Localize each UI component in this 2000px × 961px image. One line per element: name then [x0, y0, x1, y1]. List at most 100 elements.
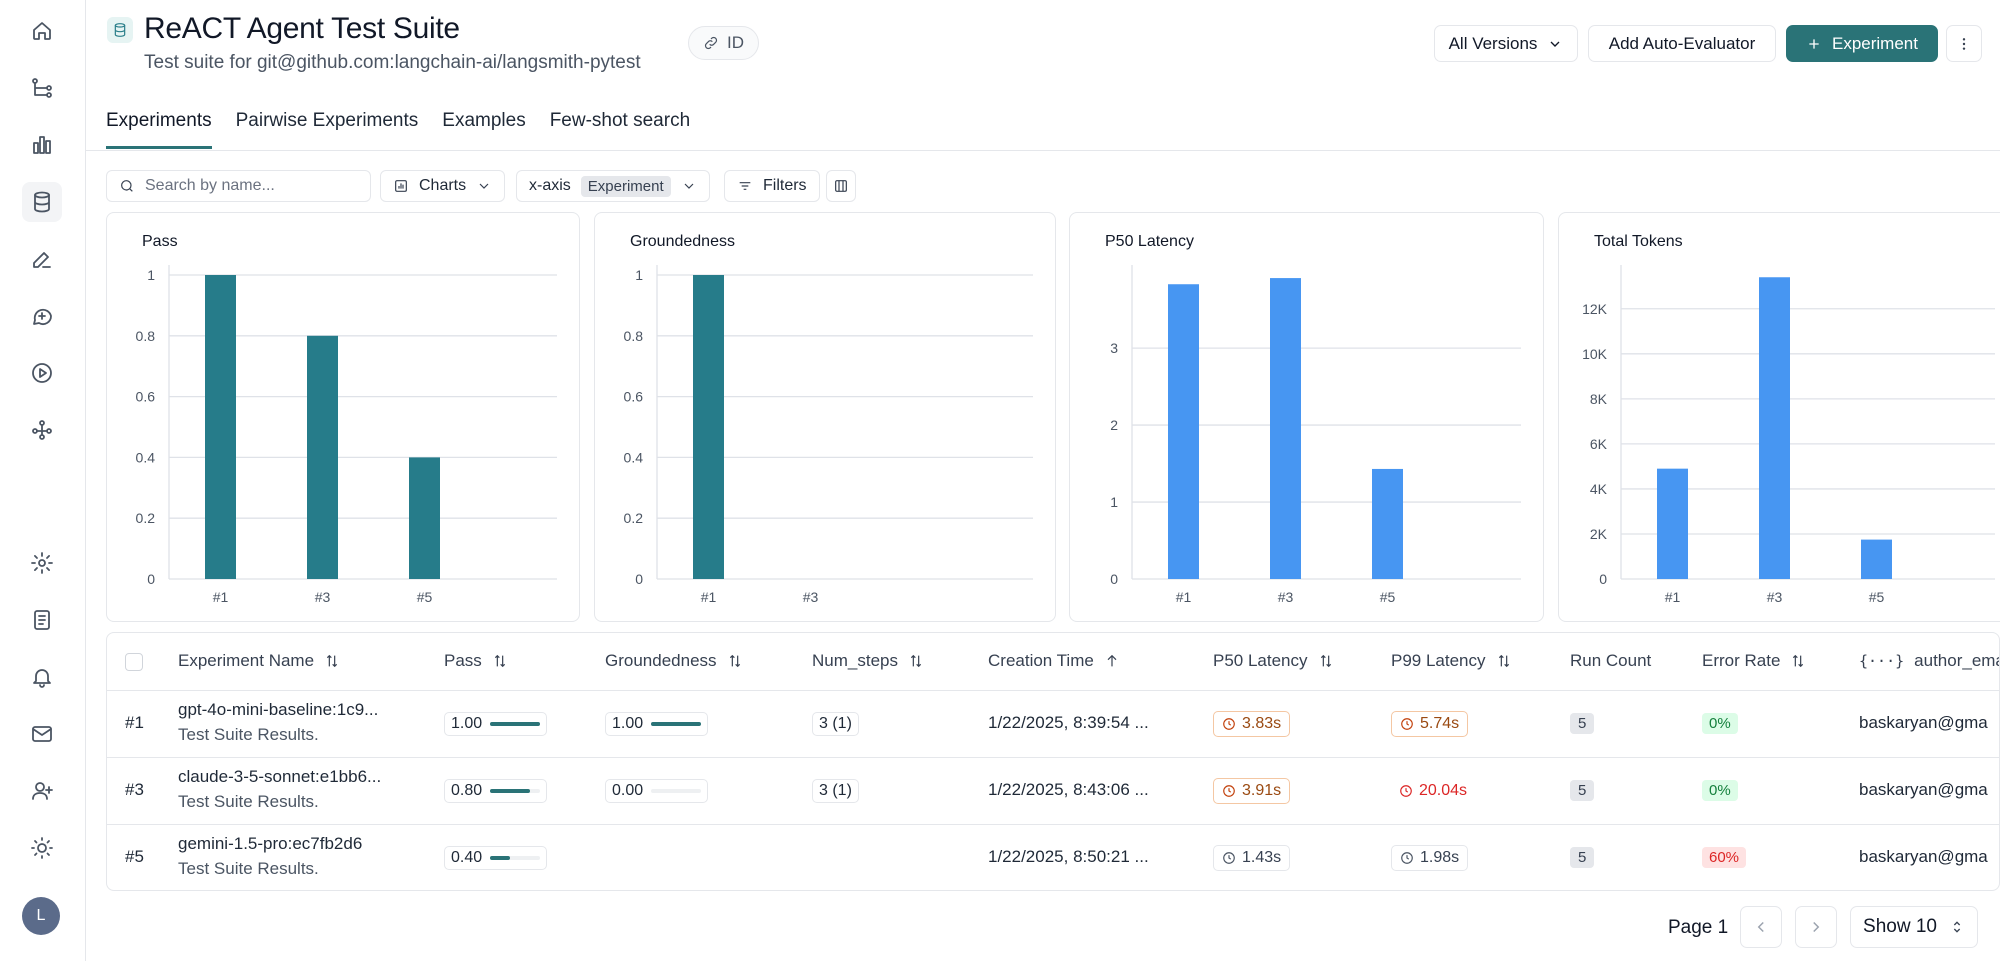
- col-author-email[interactable]: {···} author_ema: [1859, 651, 2000, 671]
- col-num-steps[interactable]: Num_steps: [812, 651, 924, 671]
- theme-icon[interactable]: [22, 828, 62, 868]
- chart-card-groundedness: 0 0.2 0.4 0.6 0.8 1 #1 #3 Groundedness: [594, 212, 1056, 622]
- deployments-icon[interactable]: [22, 410, 62, 450]
- next-page-button[interactable]: [1795, 906, 1837, 948]
- col-run-count[interactable]: Run Count: [1570, 651, 1651, 671]
- table-header-row: Experiment Name Pass Groundedness Num_st…: [107, 633, 2000, 691]
- tab-examples[interactable]: Examples: [442, 110, 526, 131]
- bar: [1657, 468, 1688, 579]
- run-count-badge: 5: [1570, 847, 1595, 868]
- page-title: ReACT Agent Test Suite: [144, 12, 460, 45]
- error-rate-badge: 0%: [1702, 780, 1738, 801]
- x-tick-label: #3: [315, 589, 331, 605]
- col-p99-latency-label: P99 Latency: [1391, 651, 1486, 670]
- columns-icon: [835, 180, 847, 192]
- col-experiment-name[interactable]: Experiment Name: [178, 651, 340, 671]
- p50-latency-badge: 1.43s: [1213, 845, 1291, 871]
- col-p99-latency[interactable]: P99 Latency: [1391, 651, 1512, 671]
- filters-label: Filters: [763, 177, 807, 194]
- experiment-name-link[interactable]: gemini-1.5-pro:ec7fb2d6: [178, 834, 363, 853]
- pass-bar: [490, 789, 541, 793]
- author-email: baskaryan@gma: [1859, 713, 1988, 732]
- more-options-button[interactable]: [1946, 25, 1982, 62]
- mail-icon[interactable]: [22, 714, 62, 754]
- col-p50-latency[interactable]: P50 Latency: [1213, 651, 1334, 671]
- datasets-icon[interactable]: [22, 182, 62, 222]
- y-tick-label: 0: [635, 571, 643, 587]
- y-tick-label: 0.4: [136, 449, 156, 465]
- bar: [1168, 284, 1199, 579]
- tab-experiments[interactable]: Experiments: [106, 110, 212, 149]
- y-tick-label: 8K: [1590, 391, 1608, 407]
- notifications-icon[interactable]: [22, 657, 62, 697]
- search-input[interactable]: [145, 177, 355, 195]
- clock-icon: [1223, 718, 1235, 730]
- pass-bar-fill: [490, 856, 511, 860]
- versions-select[interactable]: All Versions: [1434, 25, 1578, 62]
- add-auto-evaluator-button[interactable]: Add Auto-Evaluator: [1588, 25, 1776, 62]
- pass-chart: 0 0.2 0.4 0.6 0.8 1 #1 #3 #5: [136, 265, 557, 605]
- row-index: #1: [125, 713, 144, 732]
- tab-pairwise-experiments[interactable]: Pairwise Experiments: [235, 110, 419, 131]
- select-all-checkbox[interactable]: [125, 653, 143, 671]
- playground-icon[interactable]: [22, 353, 62, 393]
- col-groundedness[interactable]: Groundedness: [605, 651, 743, 671]
- filters-button[interactable]: Filters: [724, 170, 820, 202]
- clock-icon: [1223, 785, 1235, 797]
- table-row[interactable]: #5 gemini-1.5-pro:ec7fb2d6 Test Suite Re…: [107, 825, 1999, 890]
- error-rate-badge: 0%: [1702, 713, 1738, 734]
- copy-id-button[interactable]: ID: [688, 26, 759, 60]
- dashboards-icon[interactable]: [22, 125, 62, 165]
- table-row[interactable]: #1 gpt-4o-mini-baseline:1c9... Test Suit…: [107, 691, 1999, 758]
- col-author-email-label: author_ema: [1914, 651, 2000, 670]
- new-experiment-button[interactable]: Experiment: [1786, 25, 1938, 62]
- new-experiment-label: Experiment: [1832, 33, 1918, 53]
- col-pass[interactable]: Pass: [444, 651, 508, 671]
- error-rate-badge: 60%: [1702, 847, 1747, 868]
- row-index: #3: [125, 780, 144, 799]
- page-size-select[interactable]: Show 10: [1850, 906, 1978, 948]
- invite-user-icon[interactable]: [22, 771, 62, 811]
- bar: [1270, 278, 1301, 579]
- groundedness-bar: [651, 789, 702, 793]
- x-tick-label: #5: [417, 589, 433, 605]
- col-num-steps-label: Num_steps: [812, 651, 898, 670]
- y-tick-label: 1: [147, 267, 155, 283]
- experiments-table: Experiment Name Pass Groundedness Num_st…: [106, 632, 2000, 891]
- author-email: baskaryan@gma: [1859, 847, 1988, 866]
- sort-ascending-icon: [1107, 654, 1117, 667]
- chart-card-p50-latency: 0 1 2 3 #1 #3 #5 P50 Latency: [1069, 212, 1544, 622]
- col-creation-time[interactable]: Creation Time: [988, 651, 1120, 671]
- annotation-icon[interactable]: [22, 239, 62, 279]
- col-error-rate-label: Error Rate: [1702, 651, 1781, 670]
- tab-few-shot-search[interactable]: Few-shot search: [549, 110, 691, 131]
- bar: [1759, 277, 1790, 579]
- tracing-icon[interactable]: [22, 68, 62, 108]
- chart-card-total-tokens: 0 2K 4K 6K 8K 10K 12K #1 #3 #5 Total Tokens: [1558, 212, 2000, 622]
- clock-icon: [1400, 785, 1412, 797]
- creation-time: 1/22/2025, 8:50:21 ...: [988, 847, 1149, 866]
- previous-page-button[interactable]: [1740, 906, 1782, 948]
- charts-label: Charts: [419, 177, 467, 194]
- col-error-rate[interactable]: Error Rate: [1702, 651, 1806, 671]
- bar: [205, 275, 236, 579]
- more-vertical-icon: [1962, 37, 1966, 50]
- clock-icon: [1401, 852, 1413, 864]
- columns-button[interactable]: [826, 170, 856, 202]
- home-icon[interactable]: [22, 11, 62, 51]
- table-row[interactable]: #3 claude-3-5-sonnet:e1bb6... Test Suite…: [107, 758, 1999, 825]
- charts-dropdown[interactable]: Charts: [380, 170, 506, 202]
- x-tick-label: #3: [803, 589, 819, 605]
- experiment-name-link[interactable]: claude-3-5-sonnet:e1bb6...: [178, 767, 382, 786]
- docs-icon[interactable]: [22, 600, 62, 640]
- creation-time: 1/22/2025, 8:39:54 ...: [988, 713, 1149, 732]
- x-tick-label: #3: [1278, 589, 1294, 605]
- num-steps-value: 3 (1): [812, 712, 859, 736]
- xaxis-dropdown[interactable]: x-axis Experiment: [516, 170, 710, 202]
- settings-icon[interactable]: [22, 543, 62, 583]
- prompts-icon[interactable]: [22, 296, 62, 336]
- chevron-updown-icon: [1953, 921, 1961, 933]
- experiment-name-link[interactable]: gpt-4o-mini-baseline:1c9...: [178, 700, 379, 719]
- avatar[interactable]: L: [22, 897, 60, 935]
- y-tick-label: 3: [1110, 340, 1118, 356]
